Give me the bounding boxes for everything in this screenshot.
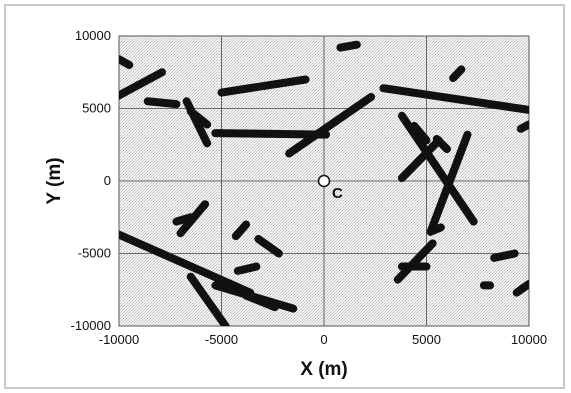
center-marker-group: C [317, 174, 343, 202]
segment-5 [186, 107, 212, 129]
y-tick-label-3: 5000 [82, 101, 111, 116]
segment-23 [512, 279, 529, 297]
segment-20 [426, 223, 445, 236]
segment-17 [432, 134, 451, 154]
segment-10 [379, 84, 529, 114]
y-axis-label: Y (m) [44, 157, 65, 204]
y-tick-label-4: 10000 [75, 28, 111, 43]
segment-31 [254, 235, 283, 258]
segment-14 [397, 136, 443, 183]
segment-1 [119, 55, 134, 69]
segment-28 [242, 291, 279, 312]
segment-12 [516, 120, 529, 133]
y-tick-label-0: -10000 [71, 318, 111, 333]
y-tick-label-1: -5000 [78, 246, 111, 261]
segment-30 [231, 220, 251, 241]
x-tick-label-1: -5000 [205, 332, 238, 347]
center-point-label: C [332, 185, 343, 202]
segment-7 [211, 129, 331, 139]
x-tick-labels: -10000 -5000 0 5000 10000 [99, 332, 547, 347]
segment-21 [490, 249, 519, 262]
x-axis-label: X (m) [300, 359, 348, 380]
segment-8 [336, 40, 361, 52]
segment-16 [410, 121, 431, 145]
y-tick-labels: -10000 -5000 0 5000 10000 [71, 28, 111, 333]
segment-29 [186, 272, 230, 326]
segment-15 [426, 130, 472, 236]
segment-18 [393, 239, 437, 284]
y-tick-label-2: 0 [104, 173, 111, 188]
segments-layer [119, 40, 529, 326]
x-tick-label-4: 10000 [511, 332, 547, 347]
segment-13 [397, 111, 478, 226]
segment-11 [449, 65, 466, 83]
segment-3 [143, 97, 181, 109]
x-tick-label-0: -10000 [99, 332, 139, 347]
segment-9 [285, 92, 376, 158]
x-tick-label-2: 0 [320, 332, 327, 347]
plot-border [118, 35, 530, 327]
center-point-marker [317, 174, 331, 188]
segment-26 [119, 230, 255, 297]
segment-6 [217, 75, 310, 97]
segment-2 [119, 68, 167, 100]
segment-32 [233, 262, 261, 275]
segment-25 [172, 213, 195, 226]
x-tick-label-3: 5000 [412, 332, 441, 347]
